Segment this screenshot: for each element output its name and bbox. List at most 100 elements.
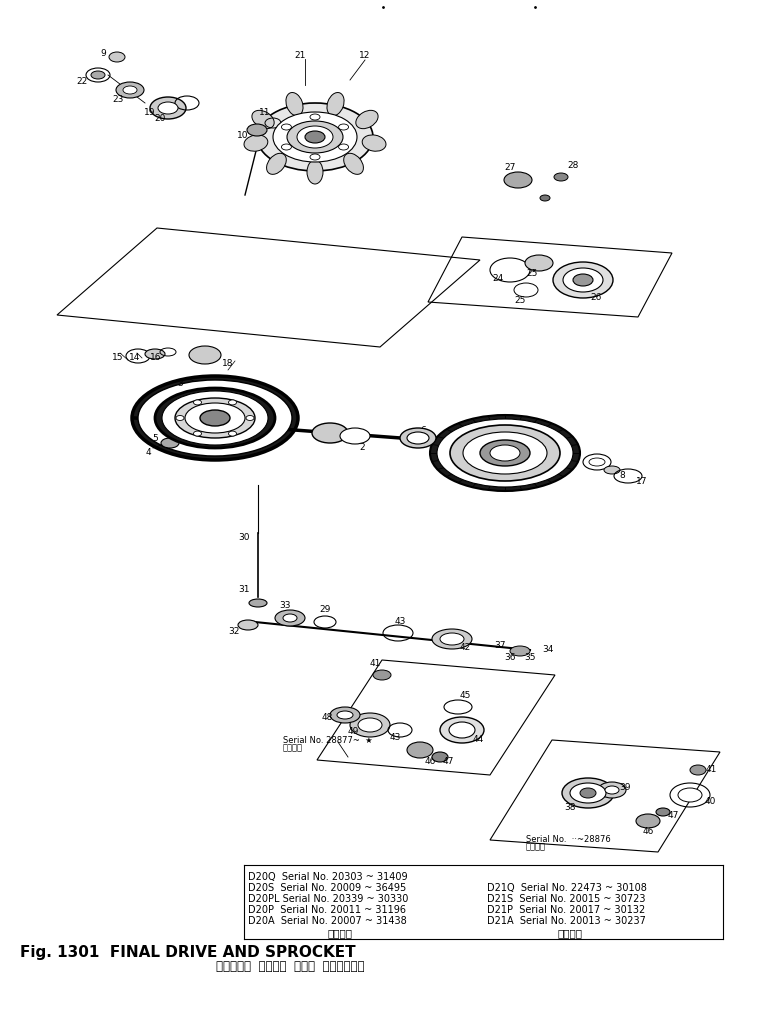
- Ellipse shape: [244, 135, 268, 151]
- Ellipse shape: [480, 439, 530, 466]
- Text: ファイナル  ドライブ  および  スプロケット: ファイナル ドライブ および スプロケット: [216, 960, 364, 973]
- Ellipse shape: [132, 376, 298, 460]
- Ellipse shape: [246, 415, 254, 420]
- Ellipse shape: [338, 144, 348, 150]
- Ellipse shape: [176, 415, 184, 420]
- Text: 36: 36: [504, 654, 516, 663]
- Ellipse shape: [283, 614, 297, 622]
- Ellipse shape: [252, 111, 274, 129]
- Text: 44: 44: [472, 736, 484, 744]
- Text: D21A  Serial No. 20013 ~ 30237: D21A Serial No. 20013 ~ 30237: [487, 916, 646, 926]
- Ellipse shape: [504, 172, 532, 188]
- Ellipse shape: [91, 71, 105, 79]
- Ellipse shape: [554, 173, 568, 181]
- Text: 23: 23: [112, 94, 123, 104]
- Text: 28: 28: [567, 160, 578, 170]
- Ellipse shape: [238, 620, 258, 630]
- Ellipse shape: [307, 160, 323, 184]
- Text: 3: 3: [177, 379, 183, 388]
- Ellipse shape: [275, 610, 305, 626]
- Text: 10: 10: [237, 131, 249, 139]
- Ellipse shape: [162, 391, 268, 445]
- Ellipse shape: [158, 102, 178, 114]
- Text: 21: 21: [294, 51, 306, 60]
- Ellipse shape: [656, 808, 670, 816]
- Text: D21P  Serial No. 20017 ~ 30132: D21P Serial No. 20017 ~ 30132: [487, 905, 645, 915]
- Ellipse shape: [490, 445, 520, 461]
- Text: 8: 8: [619, 471, 625, 479]
- Ellipse shape: [356, 111, 378, 129]
- Text: 29: 29: [319, 605, 331, 613]
- Text: 25: 25: [514, 295, 525, 304]
- Text: 30: 30: [238, 533, 250, 541]
- Text: 18: 18: [223, 358, 234, 367]
- Text: D20Q  Serial No. 20303 ~ 31409: D20Q Serial No. 20303 ~ 31409: [248, 872, 407, 882]
- Ellipse shape: [229, 431, 236, 436]
- Ellipse shape: [678, 788, 702, 802]
- Ellipse shape: [553, 262, 613, 298]
- Text: D21S  Serial No. 20015 ~ 30723: D21S Serial No. 20015 ~ 30723: [487, 894, 646, 904]
- Text: 4: 4: [145, 448, 151, 457]
- Text: 12: 12: [360, 51, 371, 60]
- Text: 適用号機: 適用号機: [328, 928, 353, 938]
- Ellipse shape: [604, 466, 620, 474]
- Text: 32: 32: [229, 627, 240, 636]
- Ellipse shape: [525, 255, 553, 271]
- Ellipse shape: [407, 432, 429, 444]
- Ellipse shape: [432, 629, 472, 649]
- Text: 31: 31: [238, 586, 250, 595]
- Ellipse shape: [510, 646, 530, 656]
- Text: 47: 47: [668, 811, 679, 819]
- Text: 39: 39: [619, 783, 631, 792]
- Text: 45: 45: [459, 690, 471, 699]
- Ellipse shape: [116, 82, 144, 98]
- Text: 適用号機: 適用号機: [557, 928, 582, 938]
- Ellipse shape: [562, 779, 614, 808]
- Text: 49: 49: [347, 728, 359, 737]
- Text: 40: 40: [704, 798, 715, 807]
- Text: 13: 13: [314, 152, 326, 161]
- Ellipse shape: [229, 400, 236, 405]
- Ellipse shape: [310, 114, 320, 120]
- Text: D20PL Serial No. 20339 ~ 30330: D20PL Serial No. 20339 ~ 30330: [248, 894, 408, 904]
- Ellipse shape: [400, 428, 436, 448]
- Ellipse shape: [437, 419, 573, 487]
- Ellipse shape: [282, 144, 291, 150]
- Ellipse shape: [305, 131, 325, 143]
- Text: 15: 15: [112, 352, 123, 361]
- Text: 26: 26: [590, 292, 602, 301]
- Text: 46: 46: [425, 756, 436, 765]
- Ellipse shape: [330, 707, 360, 723]
- Ellipse shape: [312, 423, 348, 443]
- Ellipse shape: [463, 432, 547, 474]
- Ellipse shape: [249, 599, 267, 607]
- Text: 20: 20: [154, 114, 166, 123]
- Ellipse shape: [589, 458, 605, 466]
- Text: 19: 19: [145, 108, 156, 117]
- Text: 43: 43: [394, 616, 406, 625]
- Text: D21Q  Serial No. 22473 ~ 30108: D21Q Serial No. 22473 ~ 30108: [487, 883, 647, 893]
- Text: Serial No.  ··~28876: Serial No. ··~28876: [526, 834, 611, 843]
- Text: 37: 37: [494, 640, 506, 650]
- Ellipse shape: [337, 710, 353, 719]
- Ellipse shape: [580, 788, 596, 798]
- Ellipse shape: [109, 52, 125, 62]
- Ellipse shape: [450, 425, 560, 481]
- Ellipse shape: [344, 153, 363, 175]
- Ellipse shape: [297, 126, 333, 148]
- Text: 6: 6: [420, 425, 426, 434]
- Text: 9: 9: [607, 466, 613, 474]
- Ellipse shape: [362, 135, 386, 151]
- Ellipse shape: [185, 403, 245, 433]
- Ellipse shape: [570, 783, 606, 803]
- Ellipse shape: [327, 92, 344, 116]
- Ellipse shape: [194, 431, 201, 436]
- Text: 17: 17: [636, 476, 648, 485]
- Ellipse shape: [440, 633, 464, 645]
- Text: 43: 43: [389, 733, 400, 742]
- Text: 24: 24: [492, 273, 503, 282]
- Ellipse shape: [449, 722, 475, 738]
- Text: 16: 16: [150, 352, 162, 361]
- Ellipse shape: [338, 124, 348, 130]
- Ellipse shape: [598, 782, 626, 798]
